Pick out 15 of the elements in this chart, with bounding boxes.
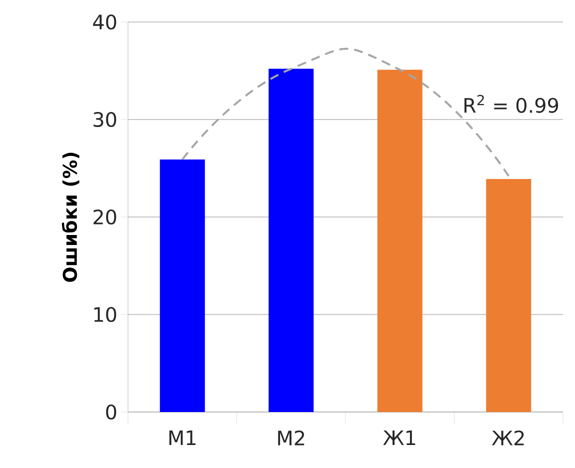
x-tick-label: Ж1 — [383, 430, 416, 446]
bar — [160, 159, 205, 412]
y-tick-label: 10 — [94, 306, 116, 322]
y-tick-label: 40 — [93, 14, 116, 30]
y-tick-label: 0 — [106, 404, 116, 420]
x-tick-label: М2 — [278, 430, 304, 446]
bar — [268, 68, 314, 412]
x-tick-label: М1 — [169, 430, 196, 446]
y-axis-title: Ошибки (%) — [62, 152, 80, 282]
x-tick-label: Ж2 — [492, 430, 524, 446]
bar — [377, 70, 422, 412]
y-tick-label: 30 — [94, 112, 116, 128]
annotation: R$^{2}$ = 0.99 — [464, 94, 558, 113]
y-tick-label: 20 — [94, 209, 116, 225]
bar — [486, 178, 532, 412]
